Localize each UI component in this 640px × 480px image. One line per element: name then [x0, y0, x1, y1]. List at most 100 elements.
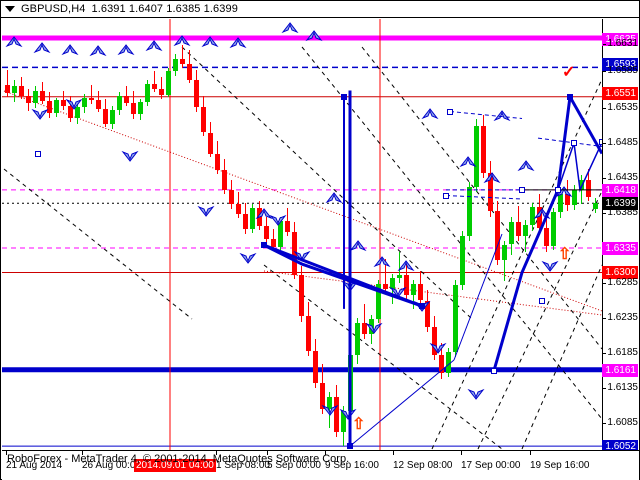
channel-black-0	[3, 168, 193, 320]
candle-body	[355, 322, 360, 356]
anchor-handle-c[interactable]	[555, 186, 561, 193]
time-tick-mark	[325, 451, 326, 455]
price-tick-label: 1.6535	[607, 102, 638, 113]
candle-body	[523, 224, 528, 237]
anchor-handle-target[interactable]	[567, 93, 573, 100]
candle-body	[551, 212, 556, 246]
candle-body	[509, 222, 514, 245]
fractal-up-icon	[5, 36, 23, 48]
candle-body	[250, 208, 255, 230]
candle-body	[131, 103, 136, 115]
fractal-up-icon	[305, 30, 323, 42]
candle-wick	[154, 70, 155, 92]
candle-body	[103, 108, 108, 125]
candle-body	[306, 315, 311, 351]
fractal-down-icon	[467, 388, 485, 400]
candle-body	[404, 275, 409, 295]
fractal-down-icon	[239, 252, 257, 264]
candle-body	[285, 220, 290, 232]
fractal-down-icon	[365, 322, 383, 334]
candle-body	[474, 125, 479, 188]
candle-body	[145, 83, 150, 102]
chevron-down-icon[interactable]	[5, 6, 15, 12]
anchor-handle-d[interactable]	[571, 140, 577, 146]
candle-body	[453, 285, 458, 353]
anchor-handle-g[interactable]	[539, 297, 545, 304]
candle-body	[194, 80, 199, 108]
candle-body	[82, 97, 87, 108]
buy-arrow-icon: ⇧	[352, 416, 366, 433]
candle-wick	[7, 69, 8, 97]
candle-body	[586, 180, 591, 197]
candle-body	[229, 189, 234, 204]
candle-body	[19, 86, 24, 97]
candle-body	[68, 105, 73, 119]
candle-body	[271, 238, 276, 248]
fractal-down-icon	[269, 214, 287, 226]
price-tick-label: 1.6235	[607, 312, 638, 323]
candle-body	[383, 283, 388, 290]
fractal-down-icon	[121, 150, 139, 162]
price-level-label: 1.6418	[602, 184, 638, 197]
price-level-label: 1.6551	[602, 87, 638, 100]
fractal-up-icon	[459, 156, 477, 168]
anchor-handle-low[interactable]	[347, 443, 353, 450]
fractal-up-icon	[517, 160, 535, 172]
time-axis[interactable]: 21 Aug 2014 26 Aug 00:00 2014.09.01 04:00 1…	[2, 450, 639, 480]
anchor-handle-i[interactable]	[419, 303, 425, 310]
candle-body	[425, 300, 430, 328]
projection-wave-up	[492, 96, 572, 371]
time-tick-mark	[267, 451, 268, 455]
fractal-up-icon	[281, 22, 299, 34]
price-tick-mark	[603, 388, 606, 389]
price-tick-mark	[603, 108, 606, 109]
ascent-guide-1	[349, 359, 455, 447]
anchor-handle-e[interactable]	[599, 139, 602, 146]
check-mark-icon: ✓	[562, 64, 576, 81]
price-tick-mark	[603, 44, 606, 45]
time-tick-mark	[216, 451, 217, 455]
candle-body	[341, 411, 346, 433]
anchor-handle-h[interactable]	[261, 242, 267, 249]
candle-body	[439, 355, 444, 374]
candle-body	[467, 187, 472, 237]
chart-plot-area[interactable]: ✓ ⇧ ⇧	[2, 19, 602, 450]
candle-body	[390, 278, 395, 290]
channel-black-up-3	[521, 264, 602, 450]
candle-body	[313, 350, 318, 384]
candle-body	[299, 275, 304, 316]
candle-body	[124, 96, 129, 104]
candle-body	[572, 189, 577, 206]
candle-body	[222, 170, 227, 190]
price-tick-mark	[603, 318, 606, 319]
anchor-handle-top[interactable]	[341, 93, 347, 100]
time-tick-mark	[530, 451, 531, 455]
candle-body	[411, 283, 416, 295]
price-tick-mark	[603, 39, 606, 40]
candle-wick	[182, 45, 183, 69]
copyright-footer: RoboForex - MetaTrader 4, © 2001-2014, M…	[7, 453, 350, 465]
candle-body	[5, 84, 10, 94]
price-tick-label: 1.6485	[607, 137, 638, 148]
candle-body	[327, 397, 332, 409]
fractal-up-icon	[255, 208, 273, 220]
fractal-up-icon	[493, 110, 511, 122]
current-price-label: 1.6399	[602, 197, 638, 210]
price-tick-mark	[603, 248, 606, 249]
anchor-handle-mid[interactable]	[443, 192, 449, 199]
fractal-up-icon	[325, 192, 343, 204]
symbol-label: GBPUSD,H4	[21, 3, 86, 15]
anchor-handle-a[interactable]	[491, 367, 497, 374]
candle-body	[152, 83, 157, 90]
price-axis[interactable]: 1.6635 1.6631 1.6593 1.6585 1.6551 1.6535 1.64…	[602, 19, 639, 463]
anchor-handle-j[interactable]	[35, 150, 41, 157]
fractal-down-icon	[389, 286, 407, 298]
candle-wick	[91, 84, 92, 105]
anchor-handle-b[interactable]	[519, 186, 525, 193]
candle-body	[488, 173, 493, 211]
fractal-down-icon	[31, 108, 49, 120]
price-tick-mark	[603, 283, 606, 284]
anchor-handle-f[interactable]	[447, 108, 453, 115]
candle-body	[75, 107, 80, 119]
